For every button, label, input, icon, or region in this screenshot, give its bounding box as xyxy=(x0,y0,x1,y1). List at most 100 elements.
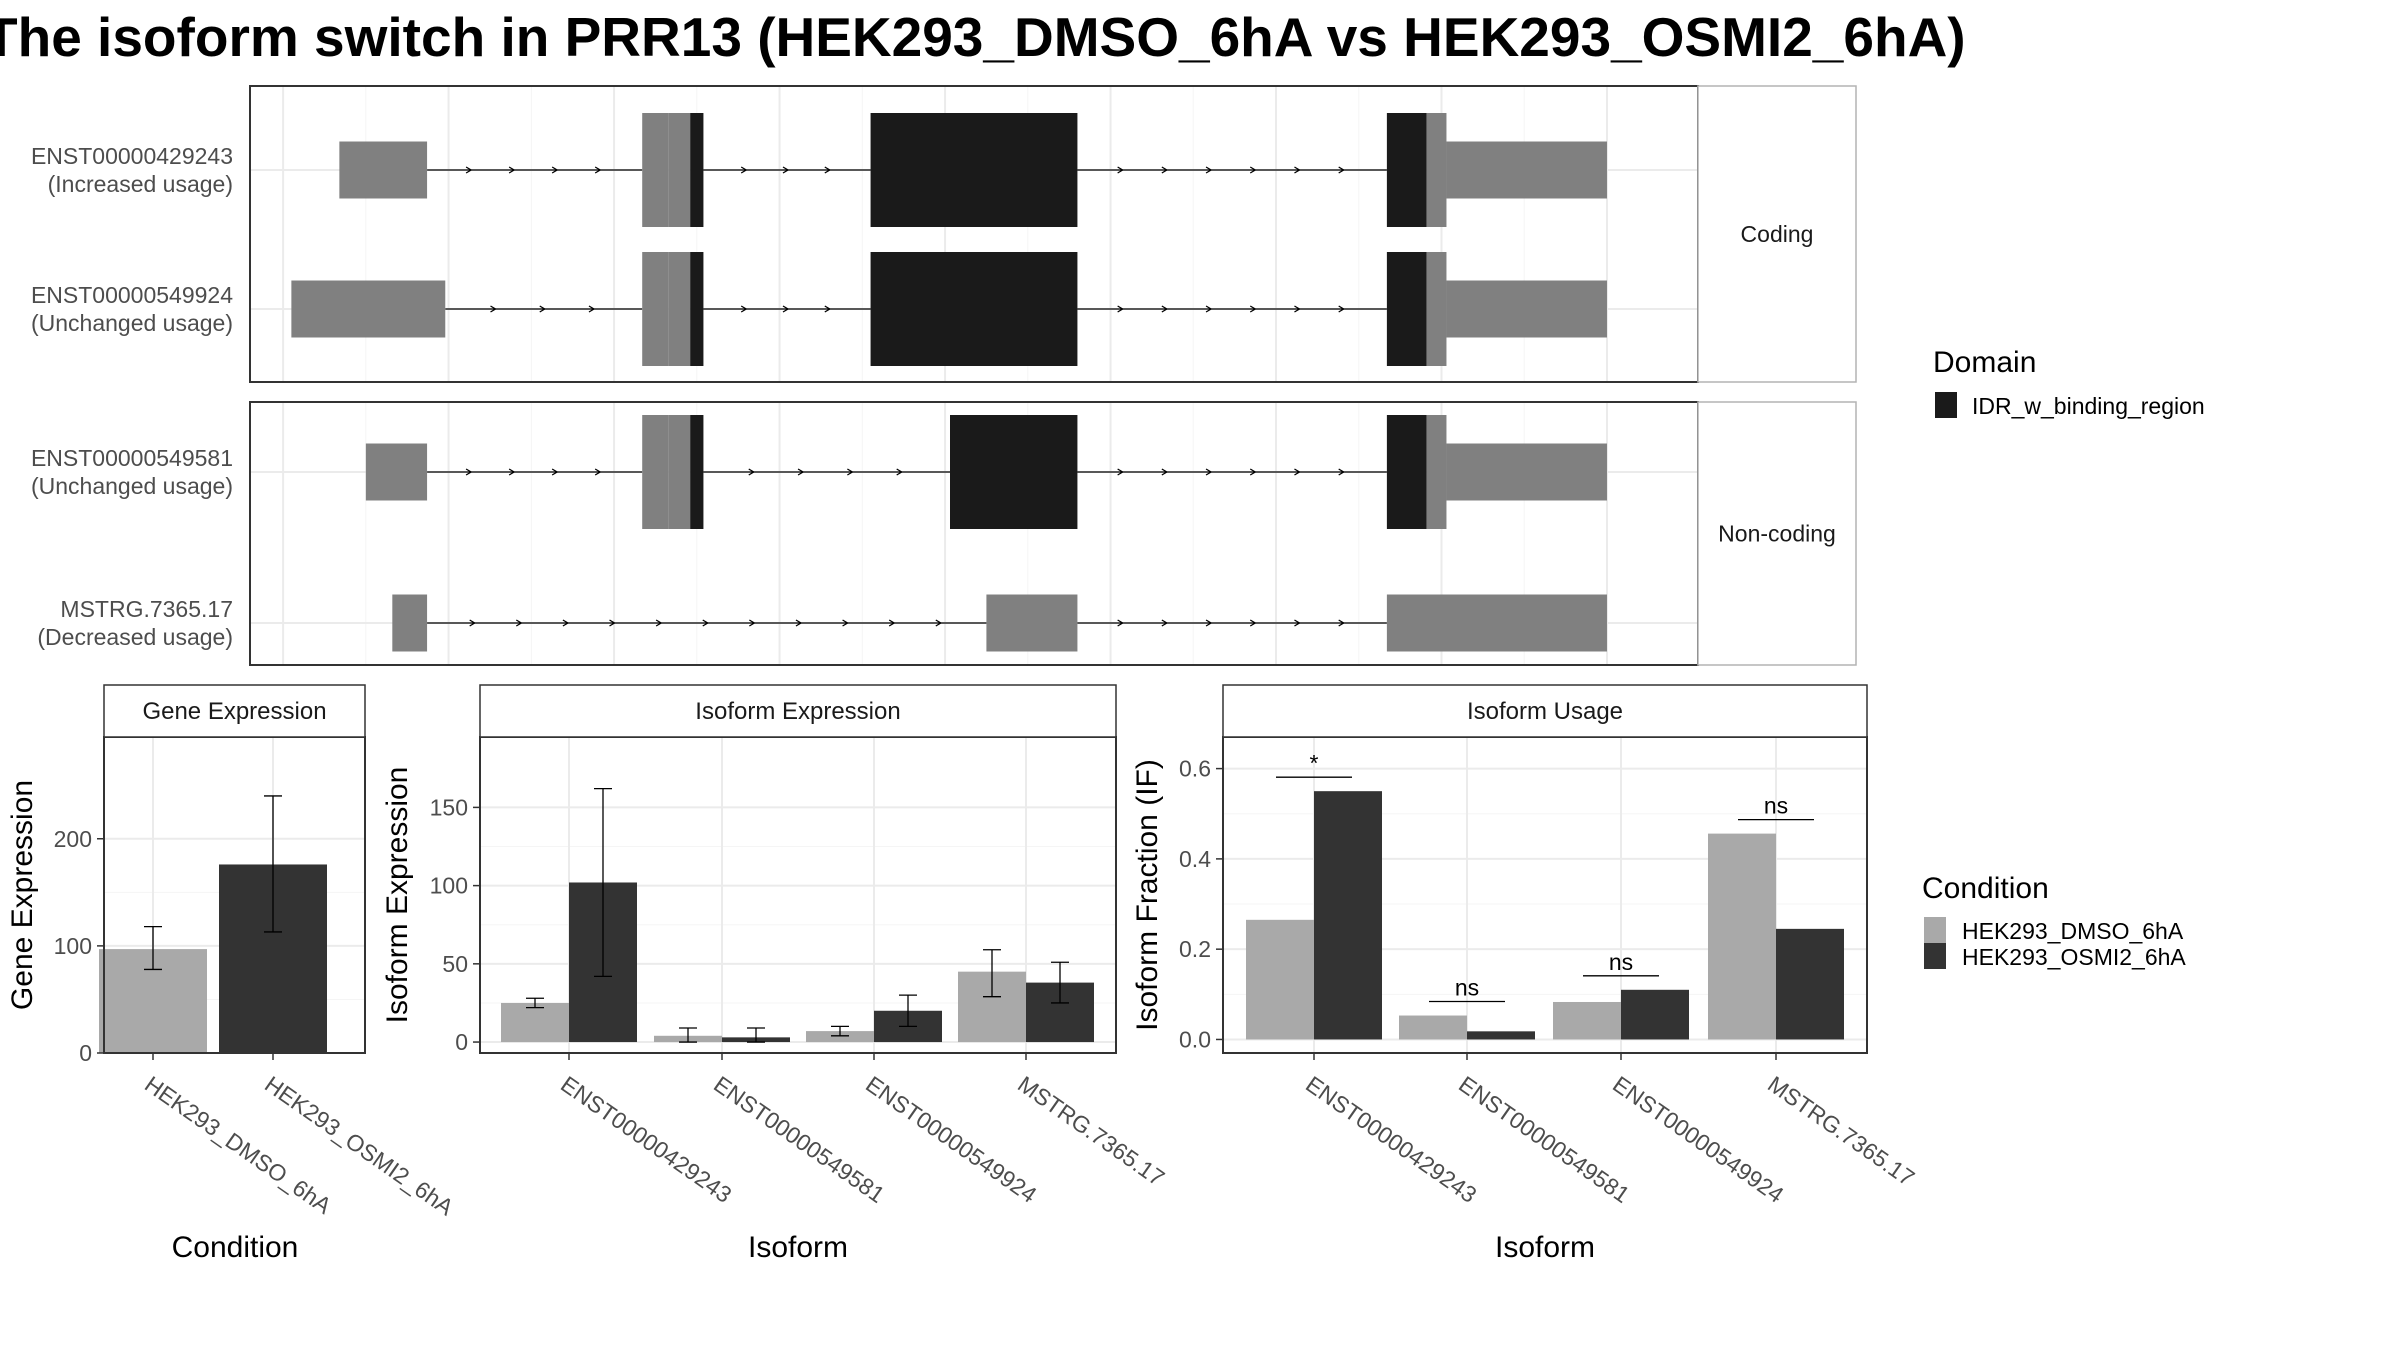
y-tick-label: 200 xyxy=(54,826,92,852)
transcript-row: MSTRG.7365.17(Decreased usage) xyxy=(37,594,1607,652)
intron-arrow xyxy=(842,619,849,627)
domain-exon xyxy=(690,415,704,529)
facet-label: Non-coding xyxy=(1718,521,1836,547)
intron-arrow xyxy=(749,619,756,627)
exon xyxy=(365,443,428,501)
intron-arrow xyxy=(465,468,473,476)
intron-arrow xyxy=(935,619,943,627)
significance-label: ns xyxy=(1455,975,1479,1001)
exon xyxy=(392,594,428,652)
y-tick-label: 100 xyxy=(54,933,92,959)
facet-strip xyxy=(1222,684,1868,738)
transcript-row: ENST00000429243(Increased usage) xyxy=(31,113,1607,227)
x-axis-title: Isoform xyxy=(748,1231,848,1264)
bar xyxy=(1467,1031,1535,1040)
intron-arrow xyxy=(782,166,790,174)
y-tick-label: 0.0 xyxy=(1179,1026,1211,1052)
intron-arrow xyxy=(655,619,663,627)
x-tick-label: MSTRG.7365.17 xyxy=(1013,1071,1169,1191)
bar xyxy=(1314,791,1382,1040)
exon xyxy=(1446,443,1607,501)
intron-arrow xyxy=(539,305,547,313)
intron-arrow xyxy=(824,166,832,174)
intron-arrow xyxy=(795,619,803,627)
y-tick-label: 0 xyxy=(455,1029,468,1055)
intron-arrow xyxy=(1161,305,1169,313)
facet-strip xyxy=(1697,85,1857,383)
legend-label: HEK293_OSMI2_6hA xyxy=(1962,944,2186,970)
exon xyxy=(642,252,669,366)
exon xyxy=(1386,594,1607,652)
legend-key xyxy=(1924,943,1946,969)
y-tick-label: 150 xyxy=(430,794,468,820)
exon xyxy=(1426,252,1447,366)
bar-panels: Gene Expression0100200HEK293_DMSO_6hAHEK… xyxy=(6,684,1919,1264)
transcript-usage-label: (Unchanged usage) xyxy=(31,473,233,499)
intron-arrow xyxy=(1161,619,1169,627)
intron-arrow xyxy=(748,468,756,476)
panel-title: Isoform Usage xyxy=(1467,698,1623,725)
bar xyxy=(501,1002,569,1043)
y-tick-label: 0.4 xyxy=(1179,846,1211,872)
intron-arrow xyxy=(1249,305,1257,313)
transcript-usage-label: (Unchanged usage) xyxy=(31,310,233,336)
panel-title: Isoform Expression xyxy=(695,698,900,725)
bar-panel: * ns ns ns Isoform Usage 0.0 0.2 0.4 0.6 ENST0000… xyxy=(1131,684,1919,1264)
intron-arrow xyxy=(896,468,903,476)
intron-arrow xyxy=(1117,468,1124,476)
y-axis-title: Isoform Fraction (IF) xyxy=(1131,759,1164,1031)
domain-exon xyxy=(1386,113,1427,227)
domain-exon xyxy=(950,415,1078,529)
significance-label: ns xyxy=(1764,793,1788,819)
exon xyxy=(1426,415,1447,529)
x-axis-title: Condition xyxy=(172,1231,299,1264)
y-tick-label: 50 xyxy=(442,951,468,977)
intron-arrow xyxy=(740,305,748,313)
intron-arrow xyxy=(1294,166,1301,174)
significance-label: * xyxy=(1310,750,1319,776)
bar xyxy=(1553,1001,1621,1040)
bar-panel: Isoform Expression050100150ENST000004292… xyxy=(381,684,1169,1264)
intron-arrow xyxy=(824,305,832,313)
intron-arrow xyxy=(465,166,473,174)
legend-title: Condition xyxy=(1922,872,2049,905)
exon xyxy=(986,594,1078,652)
exon xyxy=(642,415,669,529)
domain-exon xyxy=(870,252,1078,366)
intron-arrow xyxy=(1294,305,1301,313)
intron-arrow xyxy=(797,468,805,476)
y-tick-label: 0 xyxy=(79,1040,92,1066)
intron-arrow xyxy=(490,305,497,313)
domain-exon xyxy=(1386,252,1427,366)
facet-strip xyxy=(103,684,366,738)
exon xyxy=(668,415,691,529)
legend-label: IDR_w_binding_region xyxy=(1972,393,2205,419)
intron-arrow xyxy=(1117,305,1124,313)
x-axis-title: Isoform xyxy=(1495,1231,1595,1264)
intron-arrow xyxy=(1117,166,1124,174)
intron-arrow xyxy=(888,619,896,627)
intron-arrow xyxy=(508,468,516,476)
intron-arrow xyxy=(588,305,596,313)
exon xyxy=(668,252,691,366)
intron-arrow xyxy=(594,468,602,476)
panel-title: Gene Expression xyxy=(142,698,326,725)
intron-arrow xyxy=(469,619,476,627)
legend-key xyxy=(1924,917,1946,943)
x-tick-label: MSTRG.7365.17 xyxy=(1763,1071,1919,1191)
intron-arrow xyxy=(1161,468,1169,476)
facet-strip xyxy=(1697,401,1857,666)
transcript-structure-panel: ENST00000429243(Increased usage)ENST0000… xyxy=(31,85,1857,666)
y-axis-title: Isoform Expression xyxy=(381,767,414,1024)
intron-arrow xyxy=(1117,619,1124,627)
legend-label: HEK293_DMSO_6hA xyxy=(1962,918,2184,944)
intron-arrow xyxy=(1249,619,1257,627)
intron-arrow xyxy=(594,166,602,174)
intron-arrow xyxy=(1338,468,1345,476)
bar xyxy=(1621,989,1689,1040)
legend-title: Domain xyxy=(1933,346,2036,379)
intron-arrow xyxy=(551,166,559,174)
y-tick-label: 0.2 xyxy=(1179,936,1211,962)
exon xyxy=(1446,280,1607,338)
